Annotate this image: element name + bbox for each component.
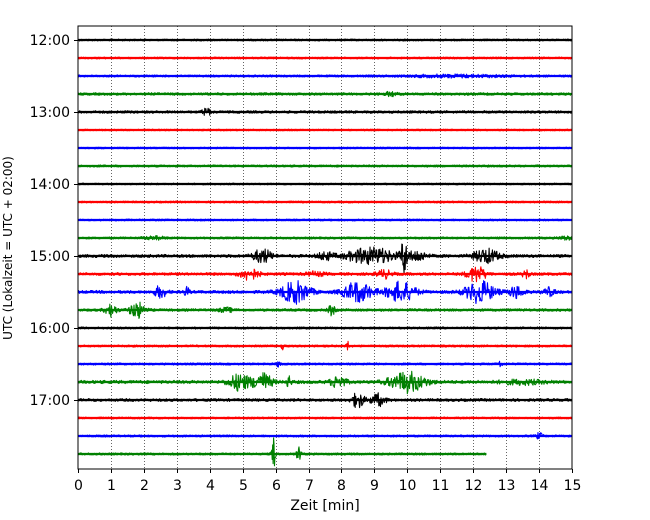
y-tick-label: 15:00 [30, 249, 70, 265]
y-tick-label: 12:00 [30, 33, 70, 49]
x-tick-label: 12 [465, 478, 483, 494]
x-tick-label: 8 [337, 478, 346, 494]
y-axis-label: UTC (Lokalzeit = UTC + 02:00) [1, 156, 15, 340]
x-tick-label: 2 [140, 478, 149, 494]
x-tick-label: 9 [370, 478, 379, 494]
x-tick-label: 14 [531, 478, 549, 494]
x-tick-label: 1 [107, 478, 116, 494]
x-tick-label: 5 [239, 478, 248, 494]
x-tick-label: 7 [305, 478, 314, 494]
x-tick-label: 6 [272, 478, 281, 494]
x-grid [111, 26, 540, 469]
x-tick-label: 0 [74, 478, 83, 494]
x-tick-label: 13 [498, 478, 516, 494]
y-tick-label: 17:00 [30, 393, 70, 409]
y-tick-label: 16:00 [30, 321, 70, 337]
x-axis-label: Zeit [min] [290, 498, 359, 514]
x-tick-label: 15 [564, 478, 582, 494]
y-axis-ticks: 12:00 13:00 14:00 15:00 16:00 17:00 [30, 33, 78, 409]
x-tick-label: 11 [432, 478, 450, 494]
y-tick-label: 13:00 [30, 105, 70, 121]
traces-group [77, 38, 573, 467]
x-tick-label: 3 [173, 478, 182, 494]
y-tick-label: 14:00 [30, 177, 70, 193]
x-axis-ticks: 0 1 2 3 4 5 6 7 8 9 10 11 12 13 14 15 [74, 469, 581, 494]
x-tick-label: 4 [206, 478, 215, 494]
plot-frame [77, 25, 573, 470]
x-tick-label: 10 [399, 478, 417, 494]
